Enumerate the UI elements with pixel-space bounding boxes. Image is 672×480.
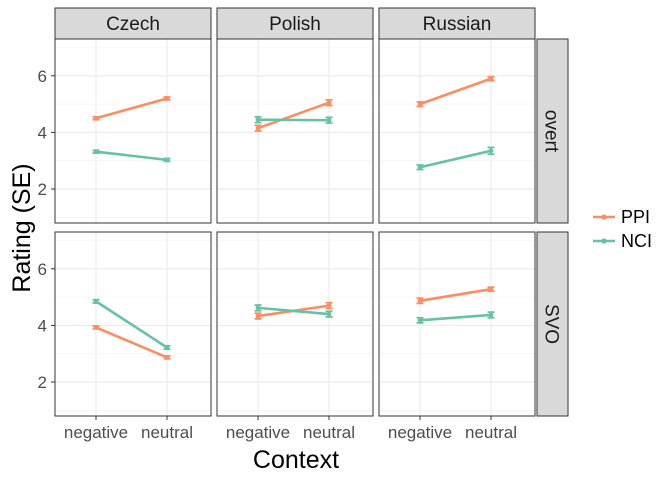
- series-line-nci: [94, 300, 169, 349]
- panel-background: [217, 39, 373, 223]
- data-point-nci: [93, 149, 99, 155]
- series-line-nci: [94, 150, 169, 162]
- data-point-nci: [93, 298, 99, 304]
- x-tick-label: negative: [388, 423, 452, 442]
- data-point-ppi: [164, 96, 170, 101]
- series-line-ppi: [418, 77, 493, 106]
- data-point-ppi: [326, 303, 332, 308]
- y-tick-label: 2: [38, 373, 47, 392]
- data-point-ppi: [93, 324, 99, 330]
- x-tick-label: negative: [226, 423, 290, 442]
- y-tick-label: 4: [38, 123, 47, 142]
- series-line-ppi: [256, 101, 331, 130]
- y-tick-label: 6: [38, 260, 47, 279]
- row-strip-label: SVO: [541, 304, 562, 344]
- panel-border: [216, 231, 374, 417]
- panel-border: [54, 231, 212, 417]
- panel-background: [217, 232, 373, 416]
- data-point-ppi: [417, 298, 423, 304]
- column-strip-label: Czech: [106, 14, 160, 35]
- x-tick-label: neutral: [465, 423, 517, 442]
- panel-background: [55, 39, 211, 223]
- row-strip-label: overt: [541, 110, 562, 153]
- panel-border: [378, 38, 536, 224]
- x-tick-label: neutral: [141, 423, 193, 442]
- column-strip-czech: [54, 7, 212, 40]
- panel-background: [379, 232, 535, 416]
- data-point-ppi: [255, 125, 261, 131]
- legend-key-point: [601, 214, 607, 220]
- panel-russian-overt: [378, 38, 536, 224]
- legend-label: PPI: [621, 207, 650, 227]
- legend-label: NCI: [621, 231, 652, 251]
- panel-border: [54, 38, 212, 224]
- data-point-nci: [326, 311, 332, 317]
- panel-border: [216, 38, 374, 224]
- panel-background: [379, 39, 535, 223]
- y-tick-label: 2: [38, 180, 47, 199]
- y-tick-label: 4: [38, 316, 47, 335]
- column-strip-label: Polish: [269, 14, 321, 35]
- data-point-ppi: [93, 115, 99, 121]
- data-point-nci: [488, 148, 494, 154]
- panel-polish-svo: [216, 231, 374, 417]
- panel-border: [378, 231, 536, 417]
- x-axis-title: Context: [253, 446, 339, 474]
- legend-key-point: [601, 238, 607, 244]
- row-strip-svo: [536, 231, 569, 417]
- data-point-nci: [326, 117, 332, 123]
- panel-czech-svo: [54, 231, 212, 417]
- row-strip-overt: [536, 38, 569, 224]
- y-axis-title: Rating (SE): [8, 163, 36, 292]
- data-point-ppi: [417, 101, 423, 107]
- series-line-ppi: [94, 326, 169, 359]
- panels: Czech Polish Russian overt SVO: [54, 7, 569, 417]
- legend-item-nci: NCI: [593, 231, 652, 251]
- data-point-nci: [164, 157, 170, 163]
- panel-russian-svo: [378, 231, 536, 417]
- data-point-nci: [488, 312, 494, 318]
- series-line-ppi: [418, 287, 493, 303]
- data-point-ppi: [326, 100, 332, 106]
- axes: 2 4 6 2 4 6 negative neutral negative neutral nega…: [38, 67, 517, 442]
- data-point-ppi: [255, 313, 261, 319]
- data-point-ppi: [488, 286, 494, 292]
- y-tick-label: 6: [38, 67, 47, 86]
- legend-item-ppi: PPI: [593, 207, 650, 227]
- data-point-nci: [417, 164, 423, 170]
- data-point-ppi: [164, 355, 170, 360]
- data-point-ppi: [488, 76, 494, 82]
- panel-czech-overt: [54, 38, 212, 224]
- data-point-nci: [255, 117, 261, 123]
- column-strip-label: Russian: [423, 14, 492, 35]
- column-strip-polish: [216, 7, 374, 40]
- data-point-nci: [255, 305, 261, 311]
- series-line-ppi: [94, 97, 169, 120]
- column-strip-russian: [378, 7, 536, 40]
- legend: PPI NCI: [593, 207, 652, 251]
- series-line-nci: [418, 313, 493, 322]
- panel-polish-overt: [216, 38, 374, 224]
- series-line-nci: [418, 149, 493, 169]
- x-tick-label: negative: [64, 423, 128, 442]
- data-point-nci: [417, 317, 423, 323]
- data-point-nci: [164, 345, 170, 350]
- series-line-nci: [256, 306, 331, 316]
- x-tick-label: neutral: [303, 423, 355, 442]
- series-line-nci: [256, 118, 331, 122]
